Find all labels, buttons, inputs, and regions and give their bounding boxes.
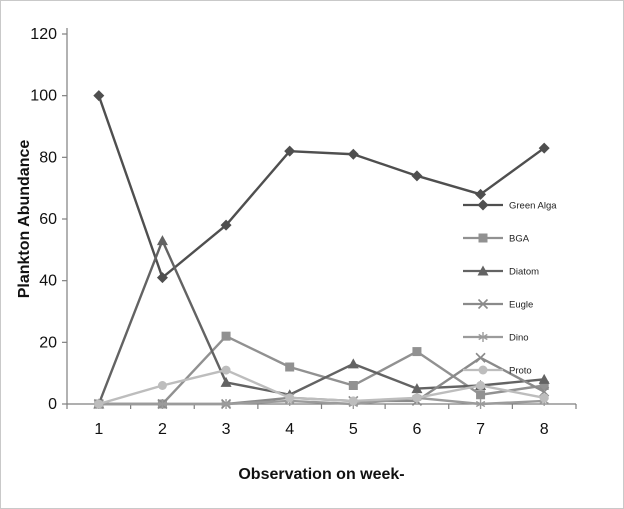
legend-item-dino: Dino <box>463 332 529 344</box>
square-marker-icon <box>221 331 231 341</box>
diamond-marker-icon <box>156 272 168 284</box>
series-green-alga <box>93 90 550 284</box>
triangle-marker-icon <box>347 358 359 369</box>
asterisk-marker-icon <box>221 399 231 409</box>
diamond-marker-icon <box>284 145 296 157</box>
circle-marker-icon <box>94 399 104 409</box>
y-tick-label: 120 <box>30 26 57 43</box>
series-line <box>97 95 545 279</box>
circle-marker-icon <box>157 381 167 390</box>
diamond-marker-icon <box>411 170 423 182</box>
x-tick-label: 2 <box>158 421 167 438</box>
legend-item-proto: Proto <box>463 365 532 377</box>
circle-marker-icon <box>476 381 486 390</box>
triangle-marker-icon <box>411 383 423 394</box>
y-tick-label: 100 <box>30 88 57 105</box>
circle-marker-icon <box>221 365 231 375</box>
x-tick-label: 5 <box>349 421 358 438</box>
legend-item-diatom: Diatom <box>463 265 539 278</box>
y-tick-label: 20 <box>39 334 57 351</box>
legend-label: Eugle <box>509 300 533 311</box>
x-tick-label: 4 <box>285 421 294 438</box>
asterisk-marker-icon <box>157 399 168 409</box>
asterisk-marker-icon <box>475 399 486 409</box>
circle-marker-icon <box>539 393 549 403</box>
y-tick-label: 40 <box>39 273 57 290</box>
axis-titles: Observation on week- Plankton Abundance <box>16 140 405 483</box>
triangle-marker-icon <box>156 235 168 246</box>
circle-marker-icon <box>348 396 358 406</box>
y-tick-label: 0 <box>48 396 57 413</box>
legend-label: Dino <box>509 333 529 344</box>
circle-marker-icon <box>285 393 295 403</box>
series-line <box>98 368 545 406</box>
diamond-marker-icon <box>93 90 105 102</box>
tick-labels: 0 20 40 60 80 100 120 1 2 3 4 5 6 7 8 <box>30 26 548 438</box>
legend-label: Diatom <box>509 267 539 278</box>
square-marker-icon <box>412 347 422 357</box>
triangle-marker-icon <box>220 376 232 387</box>
diamond-marker-icon <box>220 219 232 231</box>
square-marker-icon <box>285 362 295 372</box>
triangle-marker-icon <box>538 373 550 384</box>
asterisk-marker-icon <box>478 332 488 342</box>
triangle-marker-icon <box>477 265 489 276</box>
legend-item-green-alga: Green Alga <box>463 199 557 212</box>
square-marker-icon <box>478 233 488 243</box>
x-marker-icon <box>475 352 486 363</box>
legend-label: Green Alga <box>509 201 557 212</box>
x-marker-icon <box>477 298 489 310</box>
diamond-marker-icon <box>477 199 489 211</box>
x-tick-label: 7 <box>476 421 485 438</box>
series-proto <box>94 365 549 409</box>
square-marker-icon <box>476 390 486 400</box>
legend-item-eugle: Eugle <box>463 298 533 311</box>
x-tick-label: 8 <box>540 421 549 438</box>
legend-label: BGA <box>509 234 530 245</box>
y-tick-label: 80 <box>39 149 57 166</box>
y-axis-title: Plankton Abundance <box>16 140 33 299</box>
x-tick-label: 1 <box>94 421 103 438</box>
square-marker-icon <box>539 381 549 390</box>
diamond-marker-icon <box>475 188 487 200</box>
legend-item-bga: BGA <box>463 233 530 245</box>
y-tick-label: 60 <box>39 211 57 228</box>
diamond-marker-icon <box>538 142 550 154</box>
x-axis-title: Observation on week- <box>238 466 404 483</box>
series-line <box>98 396 545 406</box>
series-line <box>97 239 545 405</box>
diamond-marker-icon <box>347 148 359 160</box>
square-marker-icon <box>348 381 358 390</box>
x-tick-label: 3 <box>222 421 231 438</box>
x-tick-label: 6 <box>412 421 421 438</box>
legend-label: Proto <box>509 366 532 377</box>
circle-marker-icon <box>412 393 422 403</box>
axes <box>62 28 577 409</box>
legend: Green Alga BGA Diatom Eugle Dino Proto <box>463 199 557 377</box>
circle-marker-icon <box>478 365 488 375</box>
